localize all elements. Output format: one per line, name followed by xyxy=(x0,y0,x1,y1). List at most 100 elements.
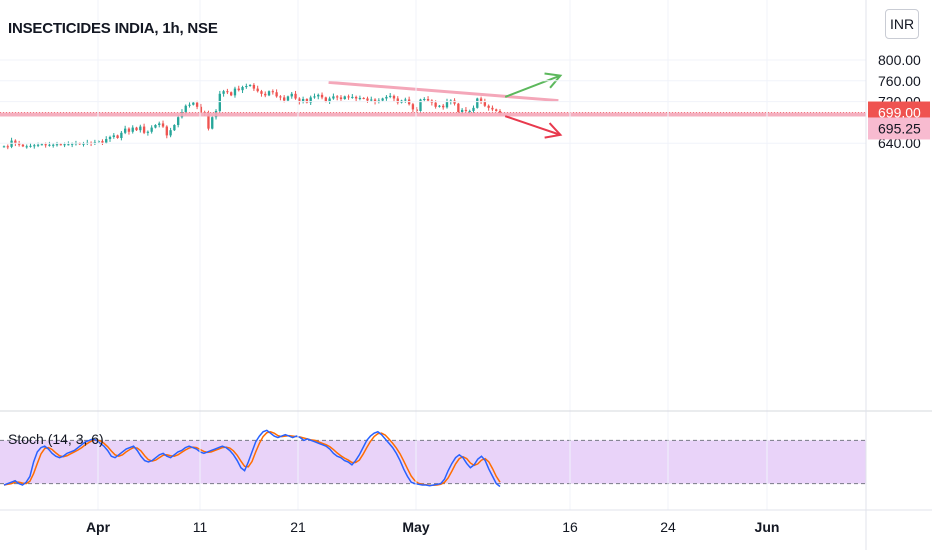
stochastic-indicator-label[interactable]: Stoch (14, 3, 6) xyxy=(8,431,104,447)
stoch-d-line xyxy=(3,430,501,487)
candle-body xyxy=(165,126,168,136)
candle-body xyxy=(392,95,396,99)
time-tick-label: 24 xyxy=(660,519,676,535)
candle-body xyxy=(426,99,430,101)
candle-body xyxy=(373,99,377,102)
candle-body xyxy=(294,93,297,99)
candle-body xyxy=(487,105,490,108)
candle-body xyxy=(298,98,301,102)
candle-body xyxy=(127,128,131,132)
candle-body xyxy=(396,98,399,103)
candle-body xyxy=(199,106,203,112)
candle-body xyxy=(78,143,81,145)
current-price-label: 699.00 xyxy=(878,105,921,121)
candle-body xyxy=(173,125,176,131)
candle-body xyxy=(483,101,487,106)
candle-body xyxy=(25,146,28,148)
candle-body xyxy=(123,128,127,133)
candle-body xyxy=(36,144,40,146)
currency-button[interactable]: INR xyxy=(885,9,919,39)
candle-body xyxy=(351,96,354,98)
candle-body xyxy=(332,96,335,99)
stochastic-pane xyxy=(0,429,866,488)
candle-body xyxy=(230,92,233,96)
candle-body xyxy=(464,109,468,111)
candle-body xyxy=(176,117,180,125)
candle-body xyxy=(336,96,339,98)
candle-body xyxy=(385,96,388,99)
candle-body xyxy=(150,127,153,132)
candle-body xyxy=(495,109,498,111)
resistance-trend-line xyxy=(328,80,559,103)
time-tick-label: 16 xyxy=(562,519,578,535)
candle-body xyxy=(40,144,44,146)
candle-body xyxy=(131,127,134,132)
chart-title: INSECTICIDES INDIA, 1h, NSE xyxy=(8,20,218,37)
candle-body xyxy=(468,110,471,112)
candle-body xyxy=(59,144,62,146)
candle-body xyxy=(29,145,32,147)
candle-body xyxy=(370,99,373,101)
candle-body xyxy=(17,143,21,145)
candle-body xyxy=(192,102,195,105)
candle-body xyxy=(226,91,229,93)
candle-body xyxy=(434,102,437,107)
candle-body xyxy=(449,100,452,102)
candle-body xyxy=(389,95,392,97)
candle-body xyxy=(267,91,271,96)
candle-body xyxy=(264,93,267,96)
candle-body xyxy=(184,105,187,112)
bearish-arrow-shaft xyxy=(504,115,561,136)
candle-body xyxy=(6,146,9,148)
candle-body xyxy=(442,105,445,108)
time-tick-label: May xyxy=(402,519,429,535)
time-tick-label: Apr xyxy=(86,519,111,535)
candle-body xyxy=(271,91,274,93)
support-price-badge xyxy=(868,117,930,140)
candle-body xyxy=(97,141,100,143)
candle-body xyxy=(169,130,172,136)
candle-body xyxy=(207,113,210,129)
candle-body xyxy=(479,98,483,102)
candle-body xyxy=(55,144,59,146)
candle-body xyxy=(154,125,157,128)
candle-body xyxy=(248,84,252,86)
candle-body xyxy=(233,88,237,96)
bearish-arrow-head xyxy=(544,122,563,139)
candle-body xyxy=(237,88,240,91)
candle-body xyxy=(320,94,324,98)
candle-body xyxy=(460,109,464,112)
candle-body xyxy=(309,97,312,103)
time-tick-label: 11 xyxy=(193,519,208,535)
candle-body xyxy=(415,109,418,111)
time-tick-label: Jun xyxy=(755,519,780,535)
candle-body xyxy=(339,97,343,99)
candle-body xyxy=(14,140,17,144)
candle-body xyxy=(245,86,248,88)
candle-body xyxy=(279,96,282,98)
candle-body xyxy=(188,104,191,106)
candle-body xyxy=(438,105,441,107)
candle-body xyxy=(472,107,475,111)
candle-body xyxy=(105,139,108,143)
candle-body xyxy=(328,98,331,102)
candle-body xyxy=(358,97,362,99)
candle-body xyxy=(256,88,259,92)
bullish-arrow-head xyxy=(544,72,563,89)
candle-body xyxy=(222,91,225,94)
candle-body xyxy=(10,140,13,147)
candle-body xyxy=(404,99,407,101)
candle-body xyxy=(195,102,199,107)
candle-body xyxy=(381,98,384,101)
candle-body xyxy=(120,132,123,138)
candle-body xyxy=(52,144,55,146)
candle-body xyxy=(218,93,221,111)
candle-body xyxy=(93,142,97,144)
stoch-band xyxy=(0,440,866,484)
candle-body xyxy=(241,87,244,91)
candle-body xyxy=(343,96,346,99)
candle-body xyxy=(142,126,146,133)
candle-body xyxy=(67,144,70,146)
candle-body xyxy=(139,126,142,131)
